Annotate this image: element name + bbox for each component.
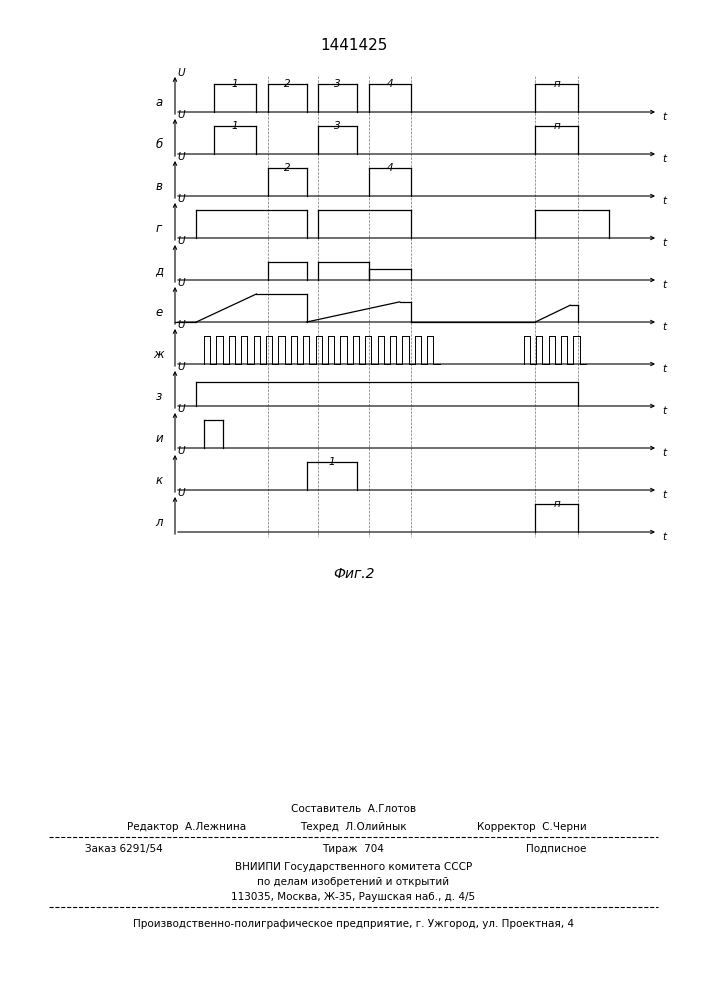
Text: 4: 4 bbox=[387, 163, 393, 173]
Text: ВНИИПИ Государственного комитета СССР: ВНИИПИ Государственного комитета СССР bbox=[235, 862, 472, 872]
Text: U: U bbox=[177, 278, 185, 288]
Text: U: U bbox=[177, 404, 185, 414]
Text: 4: 4 bbox=[387, 79, 393, 89]
Text: Производственно-полиграфическое предприятие, г. Ужгород, ул. Проектная, 4: Производственно-полиграфическое предприя… bbox=[133, 919, 574, 929]
Text: б: б bbox=[156, 138, 163, 151]
Text: t: t bbox=[662, 448, 666, 458]
Text: t: t bbox=[662, 154, 666, 164]
Text: U: U bbox=[177, 236, 185, 246]
Text: д: д bbox=[155, 264, 163, 277]
Text: г: г bbox=[156, 222, 162, 235]
Text: 1: 1 bbox=[329, 457, 335, 467]
Text: ж: ж bbox=[153, 348, 164, 361]
Text: Тираж  704: Тираж 704 bbox=[322, 844, 385, 854]
Text: t: t bbox=[662, 322, 666, 332]
Text: по делам изобретений и открытий: по делам изобретений и открытий bbox=[257, 877, 450, 887]
Text: з: з bbox=[156, 390, 162, 403]
Text: Корректор  С.Черни: Корректор С.Черни bbox=[477, 822, 587, 832]
Text: а: а bbox=[156, 96, 163, 109]
Text: п: п bbox=[554, 499, 560, 509]
Text: 2: 2 bbox=[284, 79, 291, 89]
Text: Составитель  А.Глотов: Составитель А.Глотов bbox=[291, 804, 416, 814]
Text: U: U bbox=[177, 488, 185, 498]
Text: t: t bbox=[662, 280, 666, 290]
Text: U: U bbox=[177, 446, 185, 456]
Text: U: U bbox=[177, 362, 185, 372]
Text: 1: 1 bbox=[232, 121, 238, 131]
Text: U: U bbox=[177, 194, 185, 204]
Text: Фиг.2: Фиг.2 bbox=[333, 567, 374, 581]
Text: t: t bbox=[662, 364, 666, 374]
Text: Заказ 6291/54: Заказ 6291/54 bbox=[85, 844, 163, 854]
Text: Редактор  А.Лежнина: Редактор А.Лежнина bbox=[127, 822, 246, 832]
Text: 2: 2 bbox=[284, 163, 291, 173]
Text: Подписное: Подписное bbox=[527, 844, 587, 854]
Text: п: п bbox=[554, 121, 560, 131]
Text: t: t bbox=[662, 532, 666, 542]
Text: е: е bbox=[156, 306, 163, 319]
Text: 113035, Москва, Ж-35, Раушская наб., д. 4/5: 113035, Москва, Ж-35, Раушская наб., д. … bbox=[231, 892, 476, 902]
Text: л: л bbox=[156, 516, 163, 529]
Text: t: t bbox=[662, 196, 666, 206]
Text: 1441425: 1441425 bbox=[320, 37, 387, 52]
Text: U: U bbox=[177, 110, 185, 120]
Text: 3: 3 bbox=[334, 79, 341, 89]
Text: U: U bbox=[177, 320, 185, 330]
Text: U: U bbox=[177, 152, 185, 162]
Text: t: t bbox=[662, 238, 666, 248]
Text: t: t bbox=[662, 490, 666, 500]
Text: t: t bbox=[662, 112, 666, 122]
Text: U: U bbox=[177, 68, 185, 78]
Text: и: и bbox=[156, 432, 163, 445]
Text: п: п bbox=[554, 79, 560, 89]
Text: Техред  Л.Олийнык: Техред Л.Олийнык bbox=[300, 822, 407, 832]
Text: 1: 1 bbox=[232, 79, 238, 89]
Text: 3: 3 bbox=[334, 121, 341, 131]
Text: в: в bbox=[156, 180, 163, 193]
Text: к: к bbox=[156, 474, 163, 487]
Text: t: t bbox=[662, 406, 666, 416]
